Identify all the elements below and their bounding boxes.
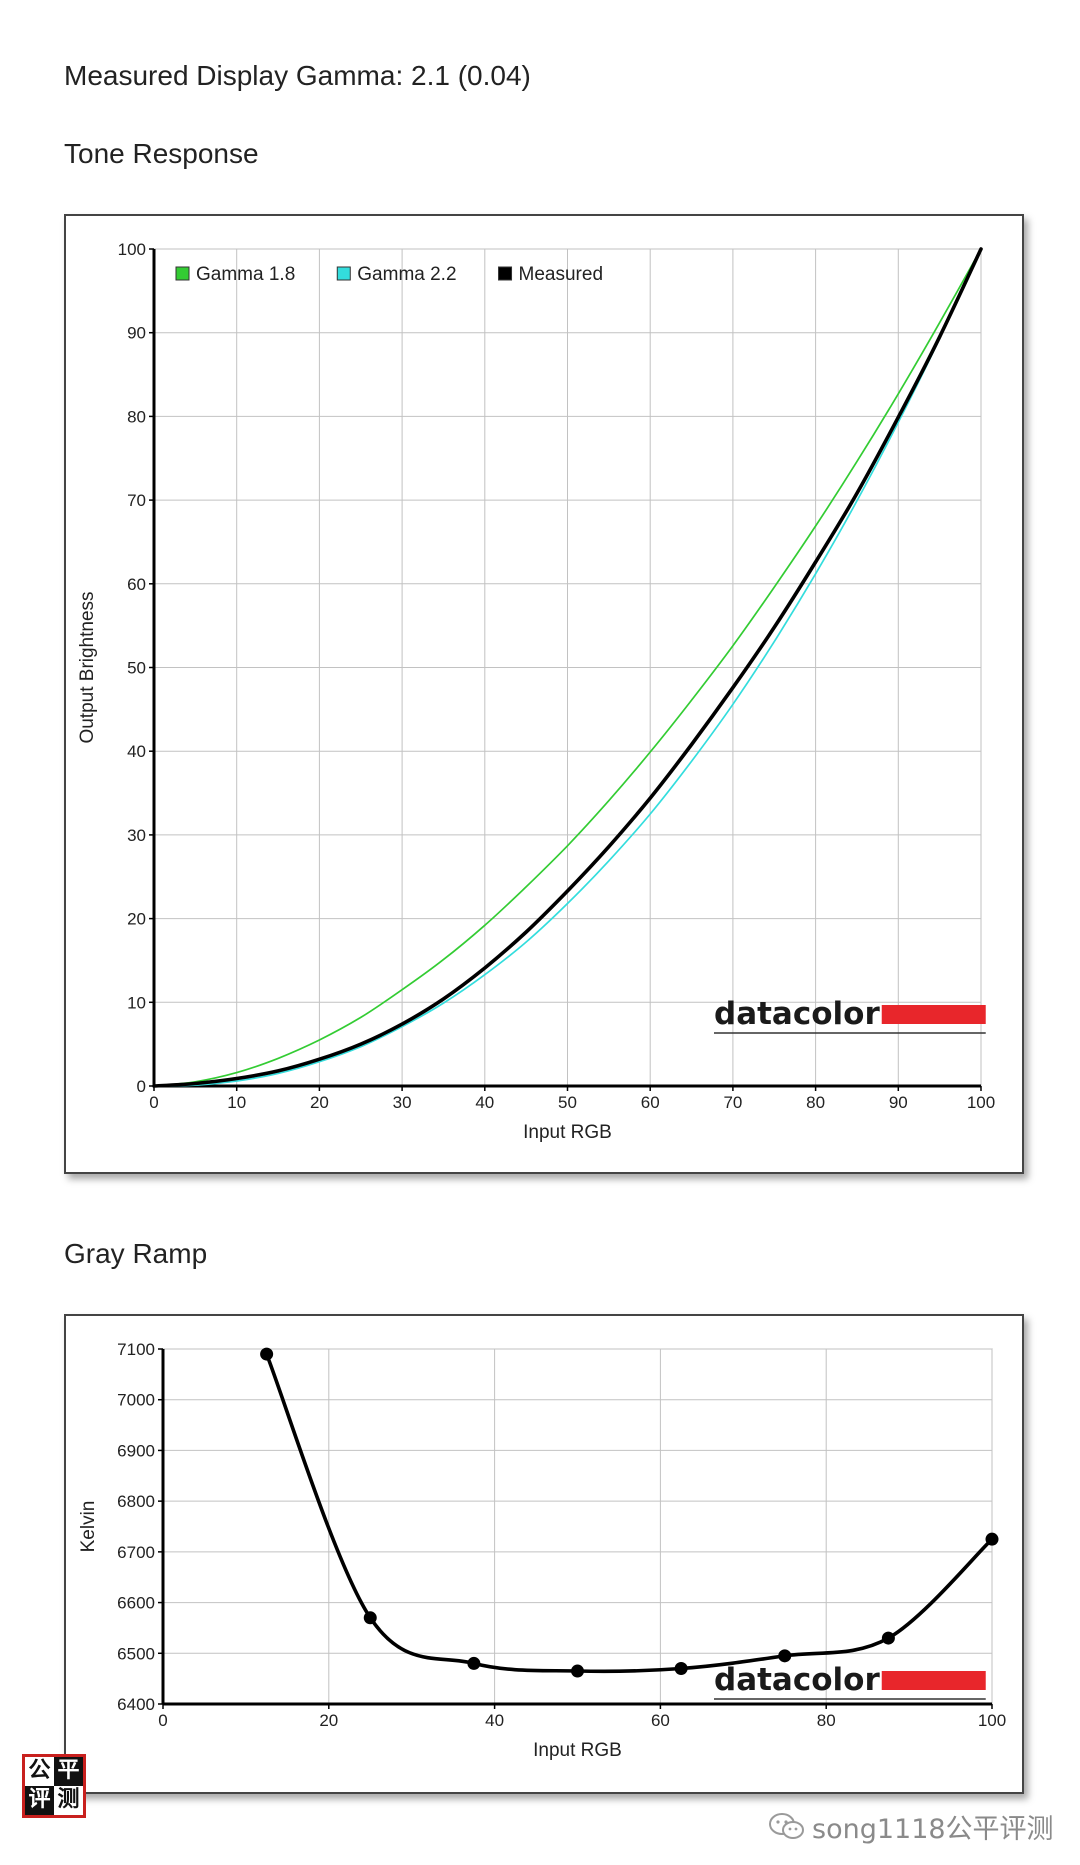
y-tick-label: 60 [127, 575, 146, 594]
stamp-char: 公 [25, 1757, 54, 1786]
data-point [674, 1662, 688, 1675]
legend-label: Measured [519, 264, 604, 285]
y-tick-label: 6700 [117, 1543, 155, 1562]
legend-label: Gamma 1.8 [196, 264, 295, 285]
tone-response-chart: 0 10 20 30 40 50 60 70 80 90 100 0 10 20 30 40 50 60 70 80 9… [64, 214, 1024, 1174]
y-tick-label: 6500 [117, 1644, 155, 1663]
x-tick-label: 60 [641, 1093, 660, 1112]
x-tick-label: 70 [723, 1093, 742, 1112]
y-tick-label: 30 [127, 826, 146, 845]
stamp-char: 评 [25, 1786, 54, 1815]
x-tick-label: 0 [149, 1093, 158, 1112]
gamma-2-2-series-line [153, 248, 982, 1087]
y-tick-label: 6800 [117, 1492, 155, 1511]
legend-swatch [175, 266, 190, 281]
x-tick-label: 50 [558, 1093, 577, 1112]
y-tick-label: 20 [127, 910, 146, 929]
y-tick-label: 100 [118, 240, 146, 259]
plot-area [162, 1348, 993, 1705]
x-tick-label: 100 [978, 1711, 1006, 1730]
wechat-icon [769, 1812, 804, 1839]
data-point [778, 1649, 792, 1663]
tone-response-plot: 0 10 20 30 40 50 60 70 80 90 100 0 10 20 30 40 50 60 70 80 9… [77, 240, 995, 1143]
x-tick-label: 20 [310, 1093, 329, 1112]
stamp-char: 测 [54, 1786, 83, 1815]
stamp-char: 平 [54, 1757, 83, 1786]
x-tick-label: 40 [475, 1093, 494, 1112]
y-axis-label: Kelvin [78, 1501, 99, 1553]
y-tick-label: 7100 [117, 1340, 155, 1359]
y-tick-label: 7000 [117, 1391, 155, 1410]
tone-response-heading: Tone Response [64, 138, 259, 169]
x-axis-label: Input RGB [533, 1740, 622, 1761]
data-point [881, 1631, 895, 1645]
x-axis-label: Input RGB [523, 1122, 612, 1143]
data-point [467, 1656, 481, 1670]
gray-ramp-plot: 0 20 40 60 80 100 6400 6500 6600 6700 6800 6900 7000… [78, 1340, 1006, 1761]
x-tick-label: 30 [393, 1093, 412, 1112]
y-axis-label: Output Brightness [77, 591, 98, 743]
x-tick-label: 60 [651, 1711, 670, 1730]
brand-logo-bar [881, 1005, 986, 1024]
x-tick-label: 90 [889, 1093, 908, 1112]
data-point [571, 1664, 584, 1678]
y-tick-label: 0 [137, 1077, 146, 1096]
y-tick-label: 6600 [117, 1594, 155, 1613]
y-tick-label: 80 [127, 407, 146, 426]
y-tick-label: 6900 [117, 1441, 155, 1460]
gray-ramp-heading: Gray Ramp [64, 1238, 208, 1269]
brand-logo-bar [881, 1671, 986, 1690]
gray-ramp-chart: 0 20 40 60 80 100 6400 6500 6600 6700 6800 6900 7000… [64, 1314, 1024, 1794]
brand-logo-text: datacolor [714, 996, 880, 1032]
y-tick-label: 10 [127, 993, 146, 1012]
legend-label: Gamma 2.2 [357, 264, 456, 285]
legend-swatch [498, 266, 513, 281]
data-point [363, 1611, 377, 1625]
y-tick-label: 40 [127, 742, 146, 761]
x-tick-label: 80 [806, 1093, 825, 1112]
y-tick-label: 6400 [117, 1695, 155, 1714]
x-tick-label: 20 [319, 1711, 338, 1730]
gamma-1-8-series-line [153, 248, 982, 1087]
measured-series-line [152, 247, 983, 1088]
watermark-text: song1118公平评测 [812, 1814, 1054, 1845]
watermark: song1118公平评测 [768, 1807, 1054, 1846]
legend-swatch [336, 266, 351, 281]
measured-gamma-heading: Measured Display Gamma: 2.1 (0.04) [64, 60, 531, 91]
y-tick-label: 90 [127, 324, 146, 343]
kelvin-series-line [264, 1352, 994, 1674]
y-tick-label: 50 [127, 659, 146, 678]
data-point [260, 1347, 274, 1361]
y-tick-label: 70 [127, 491, 146, 510]
x-tick-label: 10 [227, 1093, 246, 1112]
x-tick-label: 0 [158, 1711, 167, 1730]
data-point [985, 1532, 999, 1546]
x-tick-label: 100 [967, 1093, 995, 1112]
stamp-logo: 公 平 评 测 [22, 1754, 86, 1818]
brand-logo-text: datacolor [714, 1662, 880, 1698]
x-tick-label: 40 [485, 1711, 504, 1730]
x-tick-label: 80 [817, 1711, 836, 1730]
